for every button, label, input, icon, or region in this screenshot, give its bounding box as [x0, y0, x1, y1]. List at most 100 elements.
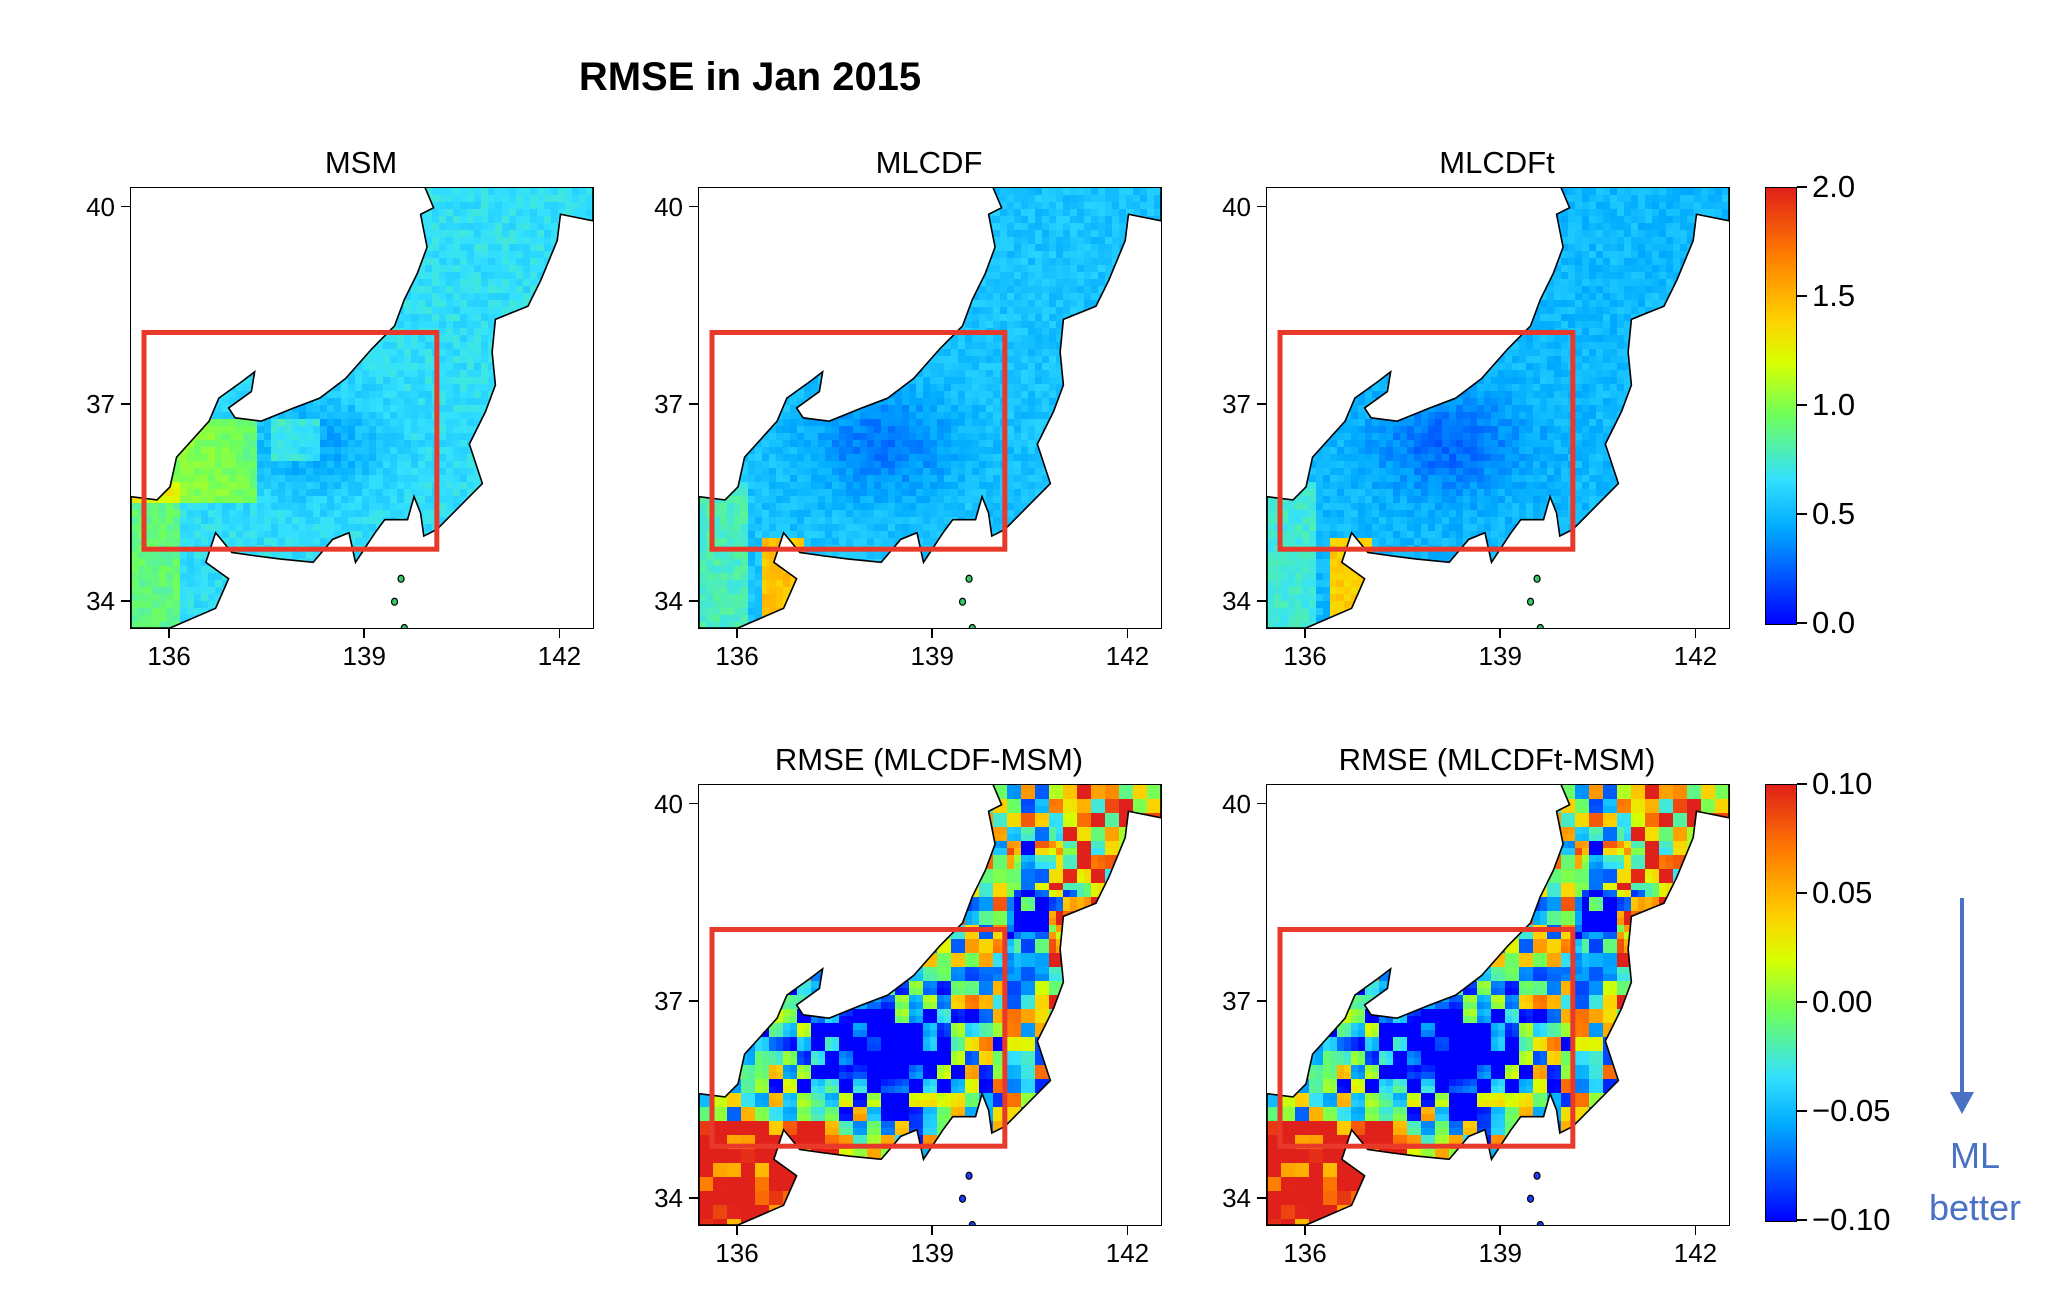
better-label: better [1895, 1182, 2052, 1234]
y-tick-mark [689, 402, 698, 405]
colorbar-tick-label: −0.05 [1812, 1093, 1890, 1129]
island [1533, 1171, 1541, 1180]
colorbar-tick-mark [1797, 783, 1807, 785]
x-tick-label: 139 [902, 641, 962, 672]
x-tick-mark [363, 629, 366, 638]
x-tick-mark [1694, 629, 1697, 638]
y-tick-mark [689, 999, 698, 1002]
x-tick-label: 136 [1275, 1238, 1335, 1269]
colorbar-tick-mark [1797, 295, 1807, 297]
y-tick-label: 34 [55, 586, 115, 617]
colorbar-tick-label: 1.5 [1812, 278, 1855, 314]
x-tick-mark [736, 1226, 738, 1235]
panel-title-mlcdft: MLCDFt [1247, 145, 1747, 181]
colorbar-tick-mark [1797, 1001, 1807, 1003]
x-tick-mark [931, 1226, 934, 1235]
map-panel-mlcdf [698, 187, 1162, 629]
x-tick-mark [1304, 629, 1306, 638]
coastline [699, 188, 1161, 628]
figure-title: RMSE in Jan 2015 [0, 55, 1500, 100]
ml-label: ML [1895, 1130, 2052, 1182]
x-tick-label: 136 [707, 641, 767, 672]
panel-title-mlcdf: MLCDF [679, 145, 1179, 181]
island [965, 1171, 973, 1180]
y-tick-mark [689, 1196, 698, 1199]
x-tick-mark [1499, 629, 1502, 638]
colorbar-tick-mark [1797, 404, 1807, 406]
x-tick-mark [168, 629, 170, 638]
x-tick-mark [931, 629, 934, 638]
island [390, 597, 399, 606]
x-tick-mark [736, 629, 738, 638]
y-tick-label: 40 [623, 192, 683, 223]
x-tick-mark [1126, 629, 1129, 638]
y-tick-label: 40 [1191, 789, 1251, 820]
y-tick-mark [121, 205, 130, 208]
coastline [131, 188, 593, 628]
x-tick-label: 142 [529, 641, 589, 672]
x-tick-label: 136 [1275, 641, 1335, 672]
y-tick-mark [1257, 1196, 1266, 1199]
colorbar-tick-mark [1797, 1110, 1807, 1112]
colorbar-tick-mark [1797, 186, 1807, 188]
highlight-region-box [709, 329, 1008, 552]
colorbar-tick-label: 0.00 [1812, 984, 1872, 1020]
x-tick-label: 139 [1470, 1238, 1530, 1269]
island [1536, 1220, 1544, 1225]
y-tick-mark [689, 599, 698, 602]
island [400, 623, 408, 628]
y-tick-label: 37 [55, 389, 115, 420]
y-tick-mark [121, 599, 130, 602]
colorbar-tick-label: 0.0 [1812, 605, 1855, 641]
highlight-region-box [1277, 329, 1576, 552]
diff-colorbar [1765, 784, 1797, 1222]
x-tick-mark [1694, 1226, 1697, 1235]
down-arrow-icon [1960, 898, 1964, 1098]
panel-title-msm: MSM [111, 145, 611, 181]
x-tick-label: 139 [1470, 641, 1530, 672]
highlight-region-box [709, 926, 1008, 1149]
y-tick-label: 34 [623, 1183, 683, 1214]
y-tick-mark [1257, 402, 1266, 405]
island [1526, 597, 1535, 606]
y-tick-mark [1257, 802, 1266, 805]
island [965, 574, 973, 583]
colorbar-tick-label: 0.05 [1812, 875, 1872, 911]
colorbar-tick-mark [1797, 622, 1807, 624]
y-tick-label: 37 [623, 986, 683, 1017]
panel-title-diff-mlcdf: RMSE (MLCDF-MSM) [679, 742, 1179, 778]
y-tick-label: 37 [623, 389, 683, 420]
coastline [699, 785, 1161, 1225]
map-panel-mlcdft [1266, 187, 1730, 629]
colorbar-tick-label: 1.0 [1812, 387, 1855, 423]
x-tick-mark [1499, 1226, 1502, 1235]
y-tick-label: 34 [1191, 1183, 1251, 1214]
ml-better-label: ML better [1895, 1130, 2052, 1234]
x-tick-label: 136 [139, 641, 199, 672]
map-panel-diff-mlcdf [698, 784, 1162, 1226]
x-tick-label: 139 [334, 641, 394, 672]
coastline [1267, 785, 1729, 1225]
island [958, 1194, 967, 1203]
colorbar-tick-mark [1797, 513, 1807, 515]
x-tick-label: 142 [1665, 641, 1725, 672]
y-tick-mark [121, 402, 130, 405]
highlight-region-box [141, 329, 440, 552]
y-tick-label: 34 [1191, 586, 1251, 617]
map-panel-msm [130, 187, 594, 629]
y-tick-mark [1257, 999, 1266, 1002]
colorbar-tick-label: −0.10 [1812, 1202, 1890, 1238]
colorbar-tick-mark [1797, 1219, 1807, 1221]
y-tick-mark [689, 802, 698, 805]
panel-title-diff-mlcdft: RMSE (MLCDFt-MSM) [1247, 742, 1747, 778]
island [1536, 623, 1544, 628]
y-tick-mark [1257, 599, 1266, 602]
y-tick-label: 40 [55, 192, 115, 223]
x-tick-mark [1126, 1226, 1129, 1235]
island [1526, 1194, 1535, 1203]
y-tick-mark [689, 205, 698, 208]
island [958, 597, 967, 606]
coastline [1267, 188, 1729, 628]
island [968, 1220, 976, 1225]
island [1533, 574, 1541, 583]
